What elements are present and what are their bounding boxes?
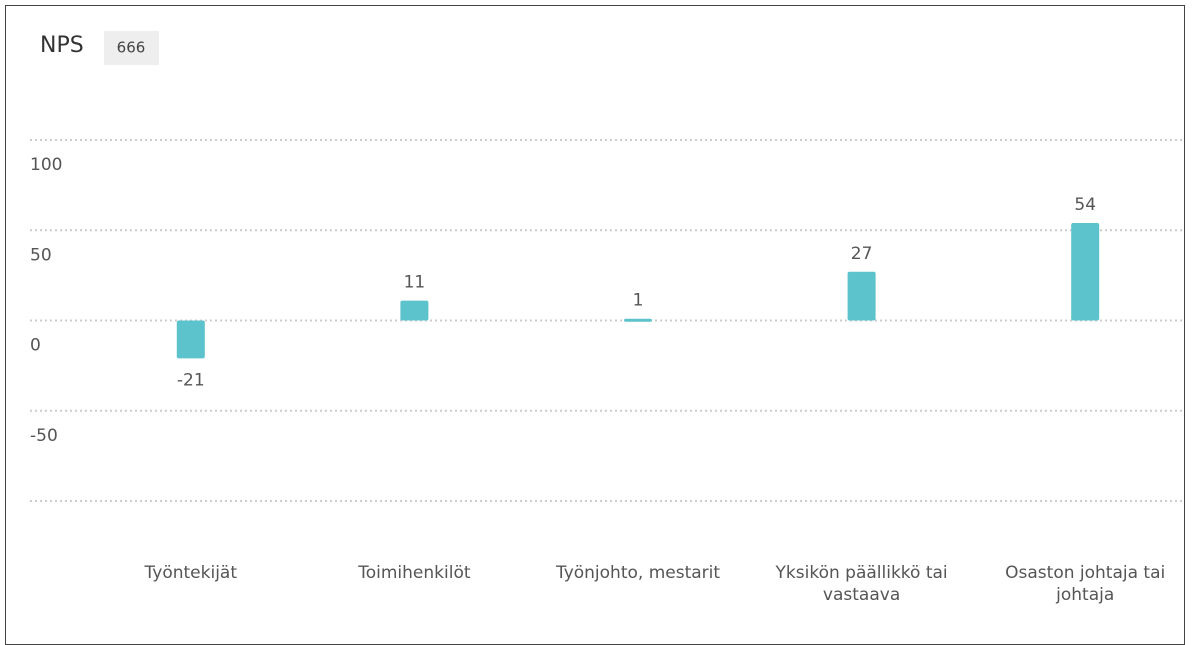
x-tick-label: Työnjohto, mestarit (555, 563, 721, 583)
y-tick-label: 100 (30, 155, 62, 175)
badge: 666 (117, 39, 146, 57)
x-tick-label: Yksikön päällikkö tai vastaava (775, 563, 948, 605)
bar (624, 318, 652, 322)
x-tick-label-box: Työnjohto, mestarit (555, 563, 721, 583)
chart-title: NPS (40, 33, 84, 58)
x-tick-label: Työntekijät (144, 563, 238, 583)
value-label: -21 (177, 370, 205, 390)
bar (1071, 223, 1100, 321)
x-tick-label-box: Yksikön päällikkö tai vastaava (775, 563, 948, 605)
chart: NPS 666 100 50 0 -50 Työntekijät -21 Toimihenk… (30, 31, 1185, 605)
value-label: 11 (404, 273, 426, 293)
bar (400, 300, 429, 321)
bar (847, 271, 876, 321)
value-label: 27 (851, 244, 873, 264)
x-tick-label: Osaston johtaja tai johtaja (1005, 563, 1166, 605)
bar (176, 320, 205, 359)
y-tick-label: 50 (30, 245, 52, 265)
x-tick-label: Toimihenkilöt (358, 563, 471, 583)
x-tick-label-box: Työntekijät (144, 563, 238, 583)
value-label: 54 (1074, 195, 1096, 215)
badge-bg (104, 31, 159, 65)
x-tick-label-box: Osaston johtaja tai johtaja (1005, 563, 1166, 605)
x-tick-label-box: Toimihenkilöt (358, 563, 471, 583)
y-tick-label: 0 (30, 336, 41, 356)
value-label: 1 (633, 291, 644, 311)
y-tick-label: -50 (30, 426, 58, 446)
